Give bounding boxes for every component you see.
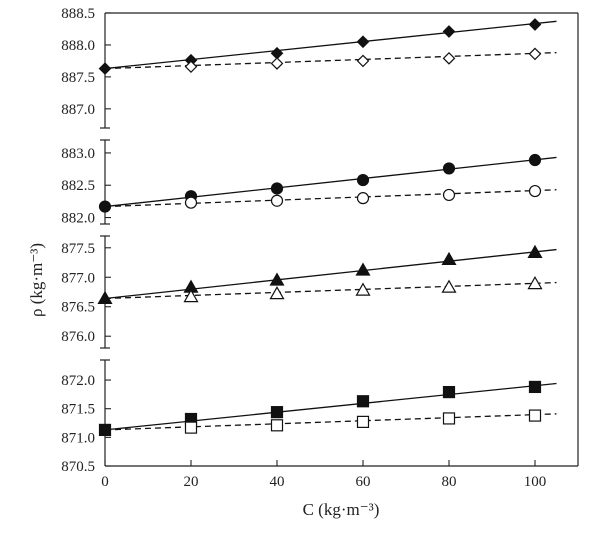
data-point-diamond <box>270 46 284 60</box>
data-point-square <box>356 395 370 408</box>
panel: 887.0 887.5 888.0 888.5 <box>61 6 557 118</box>
y-tick-label: 888.0 <box>61 38 95 54</box>
data-point-diamond <box>528 18 542 31</box>
x-tick-label: 100 <box>524 474 547 490</box>
data-point-square <box>270 406 284 419</box>
fit-line-solid <box>104 156 557 208</box>
fit-line-dashed <box>104 413 557 431</box>
data-point-square <box>528 409 542 422</box>
panel: 882.0 882.5 883.0 <box>61 146 557 227</box>
data-point-circle <box>270 194 284 207</box>
fit-line-solid <box>104 248 557 300</box>
y-tick-label: 871.5 <box>61 402 95 418</box>
data-point-diamond <box>528 47 542 61</box>
data-point-circle <box>184 196 198 209</box>
y-tick-label: 883.0 <box>61 146 95 162</box>
data-point-triangle <box>441 279 457 293</box>
data-point-circle <box>356 173 370 187</box>
data-point-square <box>442 412 456 425</box>
y-tick-label: 882.5 <box>61 178 95 194</box>
y-tick-label: 871.0 <box>61 430 95 446</box>
data-point-circle <box>528 184 542 198</box>
data-point-square <box>184 421 198 434</box>
data-point-circle <box>270 182 284 195</box>
y-tick-label: 882.0 <box>61 211 95 227</box>
data-point-square <box>528 380 542 394</box>
y-axis-title: ρ (kg·m⁻³) <box>27 243 46 317</box>
y-tick-label: 887.5 <box>61 70 95 86</box>
data-point-triangle <box>527 244 543 258</box>
x-axis-title: C (kg·m⁻³) <box>303 500 380 519</box>
data-point-triangle <box>269 286 285 300</box>
fit-line-solid <box>104 20 557 70</box>
x-tick-label: 20 <box>184 474 199 490</box>
x-tick-label: 0 <box>101 474 109 490</box>
data-point-triangle <box>269 272 285 286</box>
x-tick-label: 60 <box>356 474 371 490</box>
chart-panels: 887.0 887.5 888.0 888.5 882.0 882.5 883.0 876.0… <box>61 6 557 475</box>
data-point-square <box>98 423 112 437</box>
data-point-triangle <box>355 262 371 276</box>
data-point-triangle <box>441 251 457 266</box>
y-tick-label: 876.0 <box>61 329 95 345</box>
data-point-circle <box>528 153 542 167</box>
data-point-triangle <box>527 276 543 290</box>
data-point-diamond <box>442 52 456 65</box>
data-point-circle <box>98 200 112 213</box>
data-point-circle <box>356 192 370 205</box>
x-axis: 0 20 40 60 80 100 <box>101 460 546 490</box>
data-point-square <box>442 385 456 399</box>
data-point-diamond <box>184 60 198 74</box>
y-tick-label: 872.0 <box>61 373 95 389</box>
data-point-diamond <box>356 35 370 49</box>
panel: 870.5 871.0 871.5 872.0 <box>61 373 557 475</box>
fit-line-dashed <box>104 189 557 208</box>
data-point-triangle <box>97 290 113 304</box>
data-point-square <box>356 415 370 428</box>
panel: 876.0 876.5 877.0 877.5 <box>61 241 557 345</box>
plot-frame <box>100 12 579 467</box>
y-tick-label: 888.5 <box>61 6 95 22</box>
fit-line-dashed <box>104 281 557 300</box>
fit-line-dashed <box>104 51 557 70</box>
data-point-triangle <box>183 289 199 303</box>
y-tick-label: 870.5 <box>61 459 95 475</box>
data-point-triangle <box>355 282 371 296</box>
data-point-circle <box>442 188 456 202</box>
data-point-diamond <box>356 54 370 68</box>
y-tick-label: 876.5 <box>61 300 95 316</box>
data-point-diamond <box>270 57 284 70</box>
y-tick-label: 877.5 <box>61 241 95 257</box>
data-point-square <box>270 419 284 432</box>
data-point-diamond <box>98 62 112 75</box>
y-tick-label: 877.0 <box>61 270 95 286</box>
data-point-circle <box>442 162 456 175</box>
x-tick-label: 80 <box>442 474 457 490</box>
fit-line-solid <box>104 382 557 431</box>
data-point-diamond <box>442 25 456 38</box>
x-tick-label: 40 <box>270 474 285 490</box>
y-tick-label: 887.0 <box>61 102 95 118</box>
